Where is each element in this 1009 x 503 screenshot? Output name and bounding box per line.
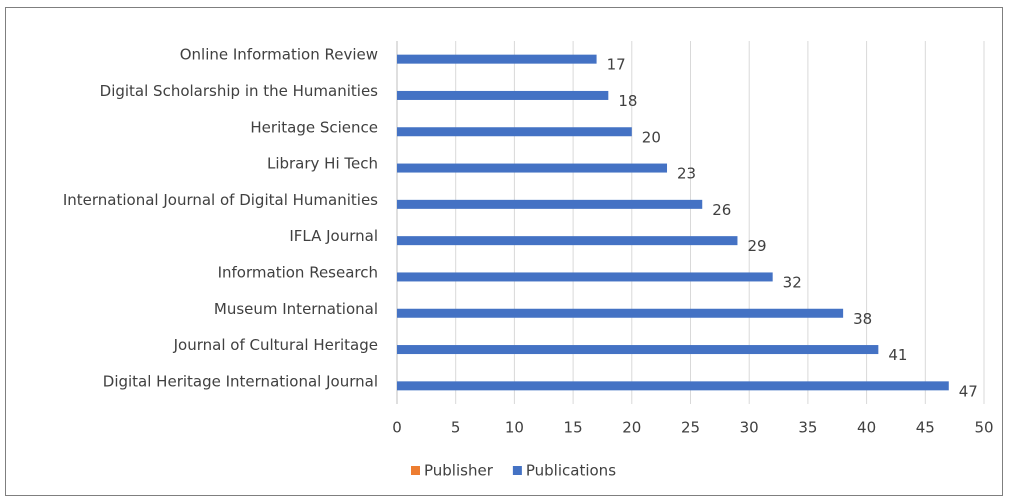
bar <box>397 54 597 64</box>
x-tick-label: 15 <box>564 419 583 437</box>
legend-swatch <box>512 466 522 475</box>
x-tick-label: 50 <box>974 419 993 437</box>
data-label: 38 <box>853 310 872 328</box>
x-tick-label: 25 <box>681 419 700 437</box>
x-tick-label: 40 <box>857 419 876 437</box>
data-label: 18 <box>618 92 637 110</box>
bar <box>397 199 703 209</box>
y-tick-label: Museum International <box>214 300 378 318</box>
data-label: 41 <box>888 346 907 364</box>
y-tick-label: Online Information Review <box>180 46 378 64</box>
bar <box>397 345 879 355</box>
legend-label: Publisher <box>424 462 494 480</box>
x-tick-label: 20 <box>622 419 641 437</box>
y-tick-label: International Journal of Digital Humanit… <box>63 191 378 209</box>
x-tick-label: 0 <box>392 419 402 437</box>
y-tick-label: Digital Scholarship in the Humanities <box>100 82 379 100</box>
bar <box>397 163 668 173</box>
x-tick-label: 35 <box>798 419 817 437</box>
data-label: 17 <box>607 56 626 74</box>
bar <box>397 236 738 246</box>
bar <box>397 272 773 282</box>
data-label: 23 <box>677 165 696 183</box>
y-tick-label: Library Hi Tech <box>267 155 378 173</box>
bar <box>397 127 632 137</box>
y-tick-label: IFLA Journal <box>289 227 378 245</box>
data-label: 26 <box>712 201 731 219</box>
x-tick-label: 5 <box>451 419 461 437</box>
x-tick-label: 10 <box>505 419 524 437</box>
y-tick-label: Digital Heritage International Journal <box>103 372 378 390</box>
x-tick-label: 45 <box>916 419 935 437</box>
legend-label: Publications <box>526 462 616 480</box>
y-tick-label: Journal of Cultural Heritage <box>173 336 378 354</box>
y-tick-label: Heritage Science <box>250 118 378 136</box>
chart-border <box>5 7 1003 496</box>
bar <box>397 308 844 318</box>
data-label: 29 <box>747 237 766 255</box>
legend-swatch <box>411 466 420 475</box>
bar <box>397 90 609 100</box>
y-tick-label: Information Research <box>218 263 378 281</box>
data-label: 20 <box>642 128 661 146</box>
x-tick-label: 30 <box>740 419 759 437</box>
data-label: 47 <box>959 382 978 400</box>
bar <box>397 381 949 391</box>
data-label: 32 <box>783 273 802 291</box>
